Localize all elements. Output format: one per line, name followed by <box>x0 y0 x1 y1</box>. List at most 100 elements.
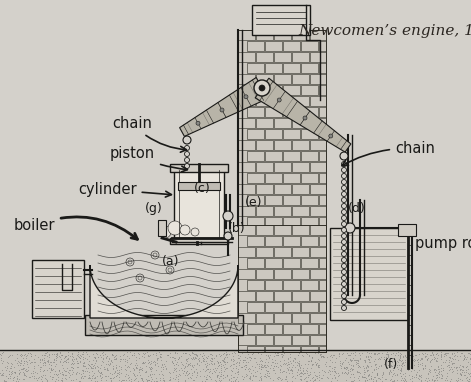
Text: chain: chain <box>112 116 187 152</box>
Point <box>0 377 8 382</box>
Point <box>365 371 373 377</box>
Point <box>374 371 381 377</box>
Circle shape <box>341 222 347 227</box>
Point <box>171 366 179 372</box>
Point <box>434 363 442 369</box>
Point <box>78 371 85 377</box>
Point <box>360 357 368 363</box>
Point <box>412 352 420 358</box>
Point <box>318 351 325 357</box>
Point <box>390 367 397 373</box>
Point <box>401 373 408 379</box>
Point <box>278 369 286 375</box>
Bar <box>319 107 326 117</box>
Point <box>280 352 287 358</box>
Point <box>219 375 227 381</box>
Point <box>185 363 192 369</box>
Point <box>396 350 404 356</box>
Point <box>55 377 62 382</box>
Point <box>362 353 370 359</box>
Circle shape <box>341 162 347 167</box>
Point <box>444 370 451 376</box>
Point <box>289 362 297 368</box>
Point <box>221 359 228 366</box>
Point <box>43 358 50 364</box>
Circle shape <box>244 95 248 99</box>
Point <box>159 361 166 367</box>
Point <box>244 366 252 372</box>
Bar <box>283 280 300 290</box>
Point <box>58 378 65 382</box>
Point <box>437 371 445 377</box>
Point <box>112 361 119 367</box>
Point <box>36 359 44 365</box>
Point <box>183 368 191 374</box>
Point <box>231 377 238 382</box>
Point <box>40 367 48 373</box>
Point <box>261 373 268 379</box>
Point <box>451 353 458 359</box>
Point <box>326 357 334 363</box>
Point <box>148 376 155 382</box>
Point <box>129 352 136 358</box>
Point <box>370 366 378 372</box>
Point <box>202 374 210 380</box>
Point <box>438 353 445 359</box>
Point <box>39 351 46 358</box>
Point <box>217 361 224 367</box>
Point <box>202 358 210 364</box>
Point <box>84 367 91 374</box>
Point <box>338 369 346 376</box>
Point <box>143 377 151 382</box>
Point <box>404 355 411 361</box>
Point <box>110 352 117 358</box>
Point <box>112 365 120 371</box>
Point <box>24 359 31 365</box>
Point <box>422 377 429 382</box>
Point <box>242 364 250 370</box>
Bar <box>310 316 326 326</box>
Point <box>445 367 453 373</box>
Point <box>219 358 227 364</box>
Point <box>61 368 69 374</box>
Text: (f): (f) <box>384 358 398 371</box>
Point <box>88 375 96 381</box>
Point <box>126 349 134 355</box>
Point <box>284 378 291 382</box>
Point <box>106 370 114 376</box>
Bar <box>265 327 282 337</box>
Point <box>184 368 191 374</box>
Point <box>42 379 49 382</box>
Point <box>309 378 317 382</box>
Point <box>109 351 116 357</box>
Bar <box>301 261 318 271</box>
Point <box>210 368 218 374</box>
Point <box>202 376 209 382</box>
Point <box>187 363 194 369</box>
Bar <box>310 206 326 216</box>
Point <box>456 366 463 372</box>
Point <box>208 355 215 361</box>
Point <box>213 373 221 379</box>
Point <box>457 366 464 372</box>
Point <box>187 375 195 381</box>
Point <box>54 350 61 356</box>
Point <box>137 375 145 381</box>
Point <box>274 352 282 358</box>
Point <box>413 357 421 363</box>
Point <box>449 356 457 362</box>
Point <box>119 377 127 382</box>
Bar <box>247 280 264 290</box>
Point <box>61 367 68 374</box>
Point <box>48 362 55 368</box>
Point <box>454 350 461 356</box>
Point <box>37 373 45 379</box>
Point <box>33 370 41 376</box>
Point <box>355 364 362 370</box>
Point <box>365 356 372 362</box>
Point <box>85 353 92 359</box>
Point <box>16 369 24 375</box>
Point <box>275 350 282 356</box>
Point <box>239 350 246 356</box>
Point <box>71 360 78 366</box>
